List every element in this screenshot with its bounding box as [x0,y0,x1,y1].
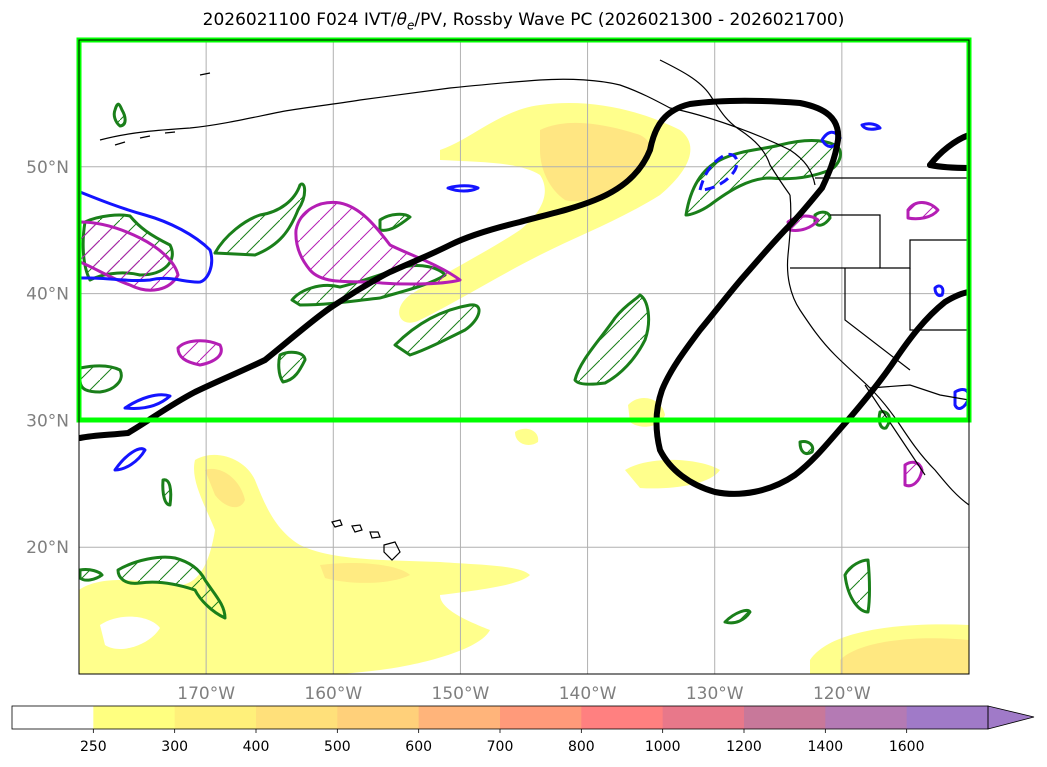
lon-tick-label: 140°W [559,684,617,704]
colorbar-tick-label: 1400 [808,739,844,755]
lat-tick-labels: 50°N 40°N 30°N 20°N [26,158,69,558]
ivt-tropical-west [79,454,530,674]
colorbar-tick-labels: 250 300 400 500 600 700 800 1000 1200 1400 1600 [80,729,925,755]
colorbar-cell [174,706,257,729]
coast-alaska [99,78,816,186]
blue-contour-small-5 [860,122,882,131]
colorbar-cell [418,706,501,729]
coast-bc [659,59,791,196]
lon-tick-label: 150°W [432,684,490,704]
lon-tick-label: 130°W [686,684,744,704]
colorbar-tick-label: 600 [405,739,432,755]
coast-baja [864,384,926,476]
lon-tick-labels: 170°W 160°W 150°W 140°W 130°W 120°W [177,684,871,704]
lon-tick-label: 160°W [304,684,362,704]
rossby-contour-ne-2 [927,162,969,171]
ivt-tropical-core-2 [320,563,410,583]
pv-contour-small-5 [813,210,832,227]
pv-magenta-west [79,220,180,292]
ivt-tropical-hole [100,616,160,649]
coast-west-us [786,194,969,506]
ivt-patch-subtropics [625,459,720,489]
coast-hawaii-2 [351,524,363,533]
pv-contour-small-3 [161,478,173,507]
blue-contour-small-2 [123,393,172,410]
ivt-southeast-core [840,638,969,674]
colorbar-cell [500,706,582,729]
pv-contour-east [573,293,651,386]
coast-aleutians [114,72,211,146]
pv-contour-hawaii-west [116,555,227,620]
map-frame [78,39,970,675]
lon-tick-label: 120°W [813,684,871,704]
colorbar-tick-label: 1200 [726,739,762,755]
pv-contour-west-3 [277,350,307,384]
colorbar-tick-label: 400 [243,739,270,755]
colorbar-tick-label: 700 [487,739,514,755]
pv-contour-small-1 [112,102,127,128]
map-title: 2026021100 F024 IVT/θe/PV, Rossby Wave P… [202,10,845,33]
border-us-mexico [869,384,969,401]
coast-hawaii-1 [331,519,343,528]
pv-magenta-east [906,201,940,221]
rossby-contour-ne [927,132,969,168]
pv-magenta-central [294,200,462,286]
colorbar-cell [581,706,664,729]
pv-magenta-south [176,339,223,367]
ivt-patch-small [515,428,539,445]
colorbar-cell [93,706,176,729]
lat-tick-label: 50°N [26,158,69,178]
border-states-1 [830,214,969,269]
blue-contour-dashed [698,152,739,192]
ivt-tropical-core [205,468,245,508]
colorbar-cell [744,706,826,729]
colorbar-cell [337,706,420,729]
pv-contour-small-2 [378,212,412,232]
colorbar-tick-label: 300 [161,739,188,755]
lat-tick-label: 20°N [26,538,69,558]
coastlines [99,59,969,561]
pv-contour-small-4 [723,608,752,625]
border-states-2 [790,267,969,371]
pv-contour-baja [843,558,871,614]
pv-contour-north [213,182,307,257]
colorbar-tick-label: 250 [80,739,107,755]
blue-contour-small-3 [113,447,147,472]
lon-tick-label: 170°W [177,684,235,704]
colorbar-tick-label: 1600 [889,739,925,755]
blue-contour-small-6 [933,284,945,297]
colorbar-cell [256,706,338,729]
colorbar: 250 300 400 500 600 700 800 1000 1200 1400 1600 [11,705,1035,755]
pv-contour-small-8 [798,440,815,456]
colorbar-cell [12,706,94,729]
rossby-contour-main [79,97,969,497]
pv-contour-central [393,303,481,357]
blue-contour-small-1 [446,184,480,193]
colorbar-tick-label: 1000 [645,739,681,755]
colorbar-extend-arrow [987,705,1035,730]
colorbar-cell [906,706,989,729]
pv-contour-west-2 [79,364,123,394]
pv-contour-small-7 [79,568,104,582]
lat-tick-label: 40°N [26,285,69,305]
coast-hawaii-big [383,541,401,561]
coast-hawaii-3 [369,531,381,539]
lat-tick-label: 30°N [26,411,69,431]
colorbar-cell [825,706,908,729]
blue-contour-west [79,190,214,284]
colorbar-tick-label: 500 [324,739,351,755]
colorbar-cell [662,706,745,729]
colorbar-tick-label: 800 [568,739,595,755]
colorbar-cells [12,706,989,729]
